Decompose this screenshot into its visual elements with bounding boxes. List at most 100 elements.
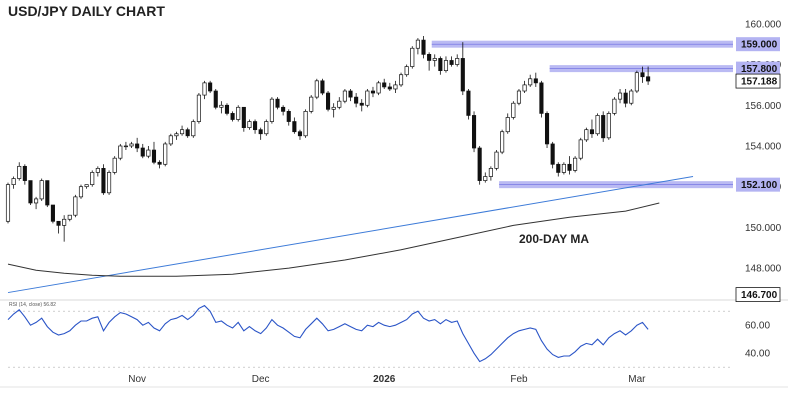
price-pane: [5, 36, 733, 294]
candle: [84, 184, 89, 189]
candle: [309, 95, 314, 114]
candle: [73, 194, 78, 218]
price-label-box: [735, 73, 781, 89]
candle-body: [573, 157, 578, 171]
candle: [477, 145, 482, 185]
x-tick-label: Dec: [252, 374, 270, 385]
candle: [359, 99, 364, 112]
candle: [45, 180, 50, 208]
candle: [62, 215, 67, 242]
candle-body: [606, 113, 611, 139]
candle-body: [163, 143, 168, 165]
candle: [11, 176, 16, 189]
candle: [483, 172, 488, 183]
candle: [460, 42, 465, 96]
candle: [376, 80, 381, 96]
x-tick-label: 2026: [373, 374, 396, 385]
candle-body: [90, 172, 95, 186]
candle: [258, 127, 263, 140]
candle: [455, 54, 460, 67]
candle: [168, 133, 173, 146]
candle-body: [595, 115, 600, 135]
candle: [292, 117, 297, 134]
candle: [5, 182, 11, 224]
candle-body: [382, 82, 387, 88]
price-tick-label: 154.000: [745, 141, 782, 152]
candle-body: [309, 96, 314, 112]
candle: [28, 180, 33, 206]
candle-body: [337, 100, 342, 108]
candle-body: [264, 121, 269, 135]
candle-body: [213, 90, 218, 108]
candle: [500, 129, 505, 155]
candle-body: [292, 121, 297, 133]
candle: [174, 131, 179, 140]
candle-body: [550, 143, 555, 165]
candle-body: [101, 168, 106, 194]
candle-body: [62, 218, 67, 226]
candle: [404, 64, 409, 77]
candle-body: [123, 145, 128, 148]
candle-body: [443, 60, 449, 71]
candle-body: [516, 90, 522, 104]
candle-body: [208, 82, 213, 92]
level-label-box: [736, 37, 780, 52]
candle-body: [601, 115, 606, 139]
candle: [573, 156, 578, 173]
candle-body: [73, 196, 78, 216]
candle-body: [50, 204, 55, 222]
candle: [112, 156, 117, 175]
candle-body: [511, 102, 516, 118]
candle-body: [224, 104, 230, 114]
candle: [399, 72, 404, 87]
rsi-pane: [7, 304, 730, 368]
x-tick-label: Mar: [628, 374, 646, 385]
chart-title: USD/JPY DAILY CHART: [8, 3, 165, 19]
candle: [533, 72, 538, 87]
candle-body: [432, 58, 437, 61]
candle: [354, 93, 359, 108]
candle-body: [297, 131, 303, 137]
candle-body: [112, 157, 117, 173]
candle: [157, 160, 162, 169]
candle: [589, 119, 595, 138]
candle: [163, 141, 168, 167]
candle: [550, 141, 555, 169]
candle-body: [236, 106, 241, 120]
ma-annotation: 200-DAY MA: [519, 232, 589, 246]
price-label: 157.188: [741, 77, 778, 88]
candle: [101, 164, 106, 195]
candle-body: [253, 121, 258, 131]
candle-body: [275, 98, 280, 108]
candle: [522, 80, 527, 94]
candle: [365, 88, 370, 108]
level-label-box: [736, 61, 780, 76]
candle: [241, 106, 246, 132]
candle-body: [135, 143, 140, 149]
candle: [107, 170, 112, 195]
candle-body: [22, 165, 27, 181]
candle: [584, 127, 589, 142]
candle-body: [477, 147, 482, 181]
candle-body: [427, 54, 432, 61]
candle-body: [421, 39, 426, 55]
candle: [516, 88, 522, 106]
candle: [56, 220, 61, 234]
candle-body: [118, 145, 123, 159]
candle-body: [107, 172, 112, 194]
axes: 160.000158.000156.000154.000152.000150.0…: [0, 19, 788, 388]
candle-body: [617, 92, 623, 100]
price-label: 146.700: [741, 290, 778, 301]
candle: [326, 91, 331, 112]
price-tick-label: 150.000: [745, 223, 782, 234]
candle: [297, 129, 303, 140]
candle: [281, 105, 286, 116]
candle: [511, 101, 516, 120]
candle: [421, 36, 426, 59]
candle-body: [488, 168, 493, 177]
candle: [39, 178, 44, 201]
candle: [427, 52, 432, 71]
candle-body: [157, 161, 162, 165]
candle-body: [326, 92, 331, 110]
candle: [213, 88, 218, 110]
